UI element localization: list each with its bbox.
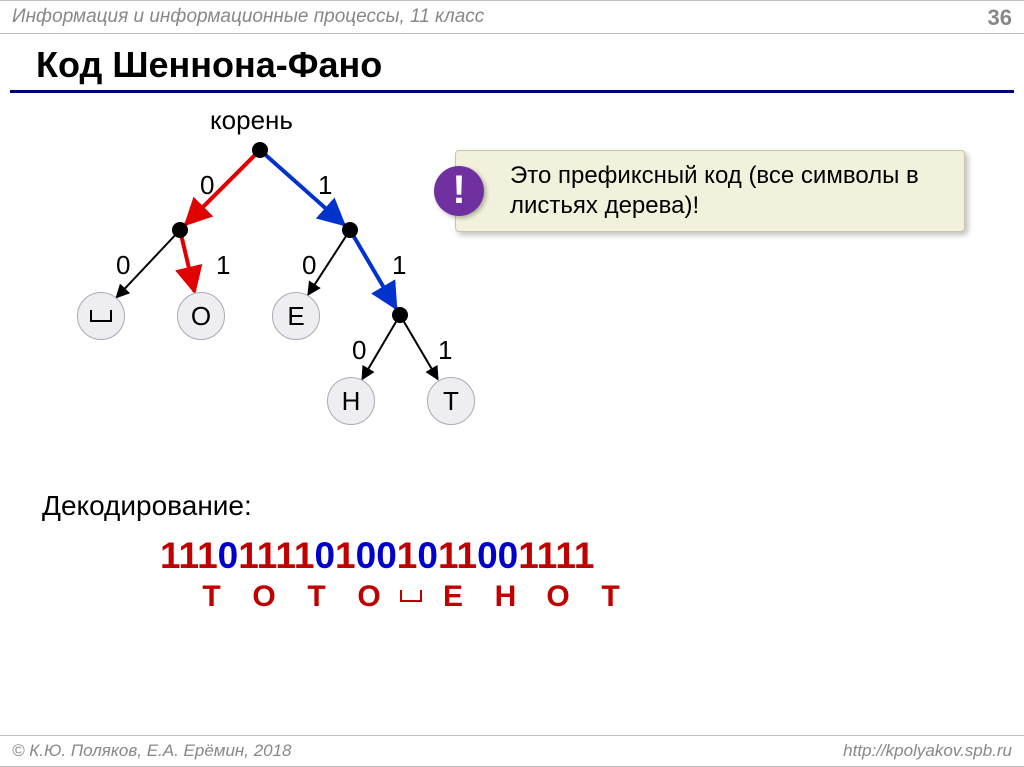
decoded-symbol: Т	[180, 580, 243, 614]
binary-string: 1110111101001011001111111011110100101100…	[160, 535, 594, 577]
edge-label: 0	[352, 335, 366, 366]
edge-label: 0	[116, 250, 130, 281]
footer-right: http://kpolyakov.spb.ru	[843, 741, 1012, 761]
decoded-symbol: Т	[579, 580, 642, 614]
header-bar: Информация и информационные процессы, 11…	[0, 0, 1024, 34]
footer-bar: © К.Ю. Поляков, Е.А. Ерёмин, 2018 http:/…	[0, 735, 1024, 767]
decoded-symbol: О	[243, 580, 285, 614]
callout-box: ! Это префиксный код (все символы в лист…	[455, 150, 965, 232]
decode-label: Декодирование:	[42, 490, 252, 522]
edge-label: 0	[302, 250, 316, 281]
decoded-symbol: Е	[432, 580, 474, 614]
tree-svg	[20, 100, 490, 460]
edge-label: 1	[216, 250, 230, 281]
tree-diagram: корень 0 1 0 1 0 1 0 1 ОЕН Т	[20, 100, 490, 460]
title-underline	[10, 90, 1014, 93]
footer-left: © К.Ю. Поляков, Е.А. Ерёмин, 2018	[12, 741, 292, 761]
edge-label: 1	[438, 335, 452, 366]
decoded-symbol	[390, 580, 432, 614]
exclaim-icon: !	[434, 166, 484, 216]
decoded-symbol: О	[348, 580, 390, 614]
edge-label: 1	[392, 250, 406, 281]
edge-label: 0	[200, 170, 214, 201]
edge-label: 1	[318, 170, 332, 201]
decoded-symbol: Т	[285, 580, 348, 614]
tree-leaf: Т	[427, 377, 475, 425]
tree-leaf	[77, 292, 125, 340]
decoded-symbol: О	[537, 580, 579, 614]
page-number: 36	[988, 5, 1012, 31]
decoded-string: ТОТОЕНОТ	[180, 580, 642, 614]
root-label: корень	[210, 105, 293, 136]
decoded-symbol: Н	[474, 580, 537, 614]
tree-leaf: Е	[272, 292, 320, 340]
tree-leaf: О	[177, 292, 225, 340]
header-subject: Информация и информационные процессы, 11…	[12, 6, 484, 28]
page-title: Код Шеннона-Фано	[36, 44, 382, 86]
callout: ! Это префиксный код (все символы в лист…	[455, 150, 965, 232]
tree-leaf: Н	[327, 377, 375, 425]
callout-text: Это префиксный код (все символы в листья…	[510, 162, 919, 219]
